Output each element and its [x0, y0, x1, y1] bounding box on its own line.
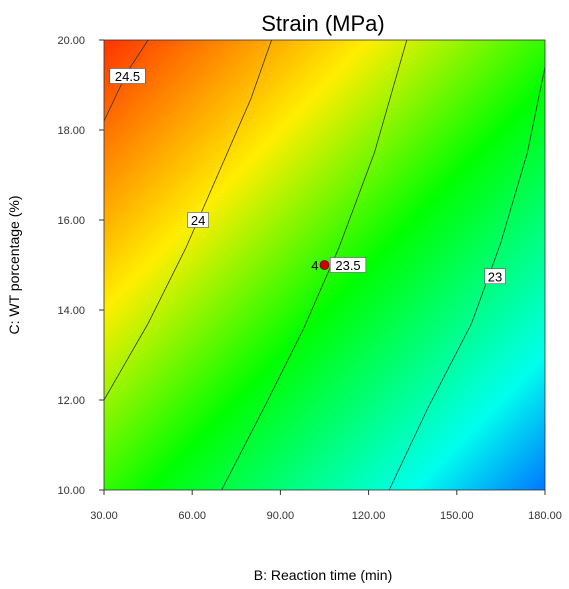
x-tick-label: 30.00: [90, 510, 118, 522]
contour-label-1: 24: [187, 212, 209, 228]
axis-ticks: 30.00 60.00 90.00 120.00 150.00 180.00 10.00 12…: [57, 35, 561, 522]
contour-labels: 24.5 24 23.5 23 4: [109, 68, 506, 284]
y-tick-label: 10.00: [57, 485, 85, 497]
contour-label-0: 24.5: [109, 68, 146, 84]
contour-label-2: 23.5: [329, 257, 367, 273]
svg-text:23: 23: [488, 269, 502, 284]
x-tick-label: 90.00: [267, 510, 295, 522]
design-point-marker: [319, 260, 330, 270]
y-tick-label: 18.00: [57, 125, 85, 137]
x-tick-label: 180.00: [528, 510, 562, 522]
y-tick-label: 12.00: [57, 395, 85, 407]
svg-text:24.5: 24.5: [115, 69, 140, 84]
x-axis-label: B: Reaction time (min): [254, 567, 392, 583]
contour-line-2: [221, 39, 408, 491]
svg-text:24: 24: [191, 213, 205, 228]
x-tick-label: 150.00: [440, 510, 474, 522]
y-tick-label: 14.00: [57, 305, 85, 317]
contour-line-1: [103, 39, 272, 401]
y-tick-label: 20.00: [57, 35, 85, 47]
x-tick-label: 120.00: [352, 510, 386, 522]
y-axis-label: C: WT porcentage (%): [6, 195, 22, 334]
svg-text:23.5: 23.5: [335, 258, 360, 273]
design-point-label: 4: [311, 258, 318, 273]
x-tick-label: 60.00: [178, 510, 206, 522]
contour-label-3: 23: [484, 268, 506, 284]
chart-title: Strain (MPa): [261, 11, 384, 36]
y-tick-label: 16.00: [57, 215, 85, 227]
